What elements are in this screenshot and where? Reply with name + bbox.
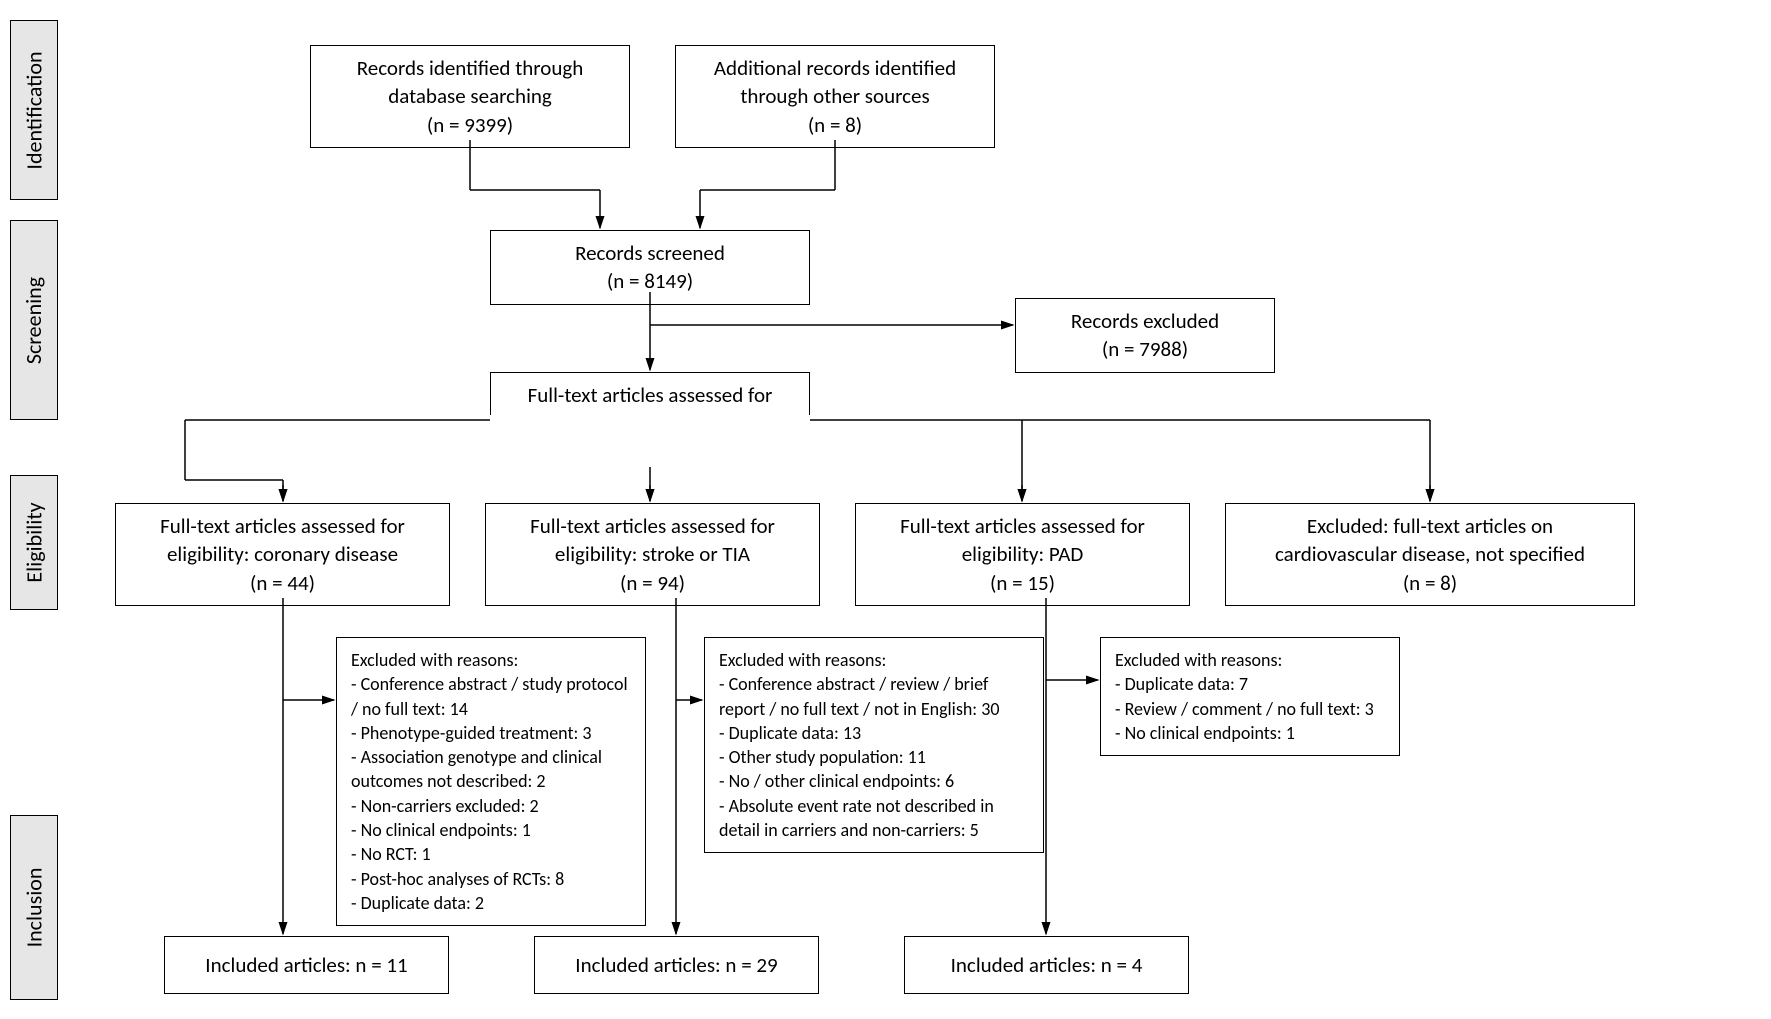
box-text: Records identified throughdatabase searc… (357, 55, 584, 138)
box-excluded-screen: Records excluded(n = 7988) (1015, 298, 1275, 373)
stage-text: Inclusion (21, 868, 48, 948)
box-text: Included articles: n = 29 (575, 952, 777, 978)
stage-text: Screening (21, 276, 48, 363)
box-text: Records screened(n = 8149) (575, 240, 725, 294)
box-elig-stroke: Full-text articles assessed foreligibili… (485, 503, 820, 606)
exbox-coronary: Excluded with reasons:- Conference abstr… (336, 637, 646, 926)
box-elig-coronary: Full-text articles assessed foreligibili… (115, 503, 450, 606)
box-elig-excluded: Excluded: full-text articles oncardiovas… (1225, 503, 1635, 606)
box-text: Full-text articles assessed foreligibili… (530, 513, 775, 596)
box-other-sources: Additional records identifiedthrough oth… (675, 45, 995, 148)
box-db-search: Records identified throughdatabase searc… (310, 45, 630, 148)
exbox-text: Excluded with reasons:- Duplicate data: … (1115, 649, 1374, 744)
box-incl-stroke: Included articles: n = 29 (534, 936, 819, 994)
box-text: Excluded: full-text articles oncardiovas… (1275, 513, 1585, 596)
box-text: Full-text articles assessed foreligibili… (160, 513, 405, 596)
stage-text: Identification (21, 51, 48, 169)
box-text: Included articles: n = 11 (205, 952, 407, 978)
exbox-text: Excluded with reasons:- Conference abstr… (351, 649, 628, 914)
box-text: Additional records identifiedthrough oth… (714, 55, 956, 138)
stage-text: Eligibility (21, 502, 48, 582)
box-screened: Records screened(n = 8149) (490, 230, 810, 305)
stage-eligibility: Eligibility (10, 475, 58, 610)
exbox-pad: Excluded with reasons:- Duplicate data: … (1100, 637, 1400, 756)
stage-screening: Screening (10, 220, 58, 420)
stage-inclusion: Inclusion (10, 815, 58, 1000)
box-incl-coronary: Included articles: n = 11 (164, 936, 449, 994)
exbox-text: Excluded with reasons:- Conference abstr… (719, 649, 999, 841)
box-incl-pad: Included articles: n = 4 (904, 936, 1189, 994)
box-fulltext: Full-text articles assessed foreligibili… (490, 372, 810, 475)
exbox-stroke: Excluded with reasons:- Conference abstr… (704, 637, 1044, 853)
box-text: Full-text articles assessed foreligibili… (900, 513, 1145, 596)
box-text: Full-text articles assessed foreligibili… (528, 382, 773, 465)
box-text: Records excluded(n = 7988) (1071, 308, 1219, 362)
box-text: Included articles: n = 4 (951, 952, 1143, 978)
box-elig-pad: Full-text articles assessed foreligibili… (855, 503, 1190, 606)
stage-identification: Identification (10, 20, 58, 200)
